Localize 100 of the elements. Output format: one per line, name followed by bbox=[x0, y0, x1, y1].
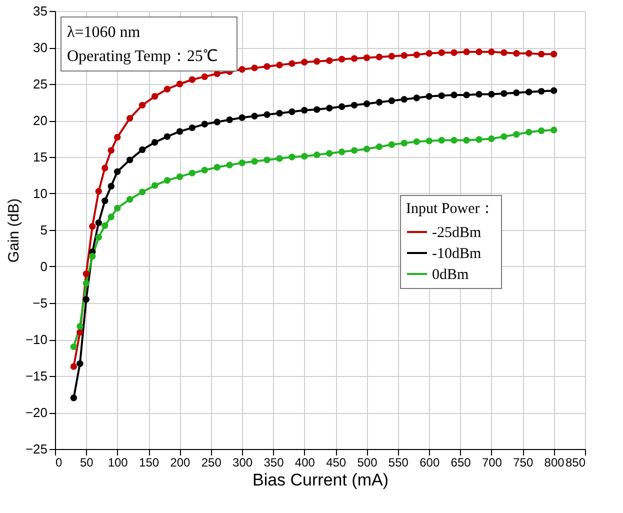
point bbox=[388, 141, 396, 148]
point bbox=[513, 89, 520, 96]
point bbox=[82, 270, 90, 278]
y-tick-label: 10 bbox=[33, 186, 48, 201]
point bbox=[238, 66, 246, 73]
x-tick-label: 400 bbox=[294, 456, 316, 470]
x-tick-label: 350 bbox=[264, 456, 284, 470]
x-tick-label: 750 bbox=[513, 456, 534, 470]
point bbox=[251, 64, 258, 72]
point bbox=[538, 50, 545, 58]
y-tick-label: −25 bbox=[25, 442, 48, 456]
x-tick-label: 700 bbox=[482, 456, 502, 470]
point bbox=[550, 126, 558, 134]
point bbox=[89, 252, 96, 260]
y-axis-title: Gain (dB) bbox=[5, 198, 22, 263]
point bbox=[413, 51, 420, 58]
point bbox=[526, 50, 532, 57]
point bbox=[151, 139, 158, 146]
point bbox=[188, 170, 196, 176]
point bbox=[301, 152, 308, 160]
x-tick-label: 50 bbox=[80, 456, 94, 470]
point bbox=[400, 96, 408, 103]
point bbox=[70, 394, 78, 402]
point bbox=[526, 88, 532, 96]
point bbox=[388, 52, 396, 60]
point bbox=[138, 188, 146, 196]
point bbox=[463, 92, 470, 98]
point bbox=[108, 182, 114, 190]
point bbox=[314, 106, 320, 113]
y-tick-label: 25 bbox=[33, 76, 48, 92]
point bbox=[438, 92, 445, 100]
point bbox=[114, 134, 121, 141]
point bbox=[70, 343, 78, 350]
point bbox=[188, 76, 196, 83]
point bbox=[476, 136, 482, 143]
point bbox=[513, 131, 520, 138]
y-tick-label: −20 bbox=[25, 405, 48, 420]
point bbox=[276, 110, 283, 117]
point bbox=[276, 62, 283, 68]
point bbox=[288, 108, 296, 116]
point bbox=[363, 54, 370, 62]
x-tick-label: 450 bbox=[326, 456, 346, 470]
point bbox=[500, 133, 508, 140]
y-tick-label: −10 bbox=[25, 332, 48, 347]
point bbox=[251, 112, 258, 120]
point bbox=[301, 58, 308, 66]
point bbox=[188, 124, 196, 132]
y-tick-label: 0 bbox=[40, 259, 48, 274]
y-tick-label: −5 bbox=[32, 296, 48, 310]
point bbox=[426, 50, 432, 57]
x-tick-label: 850 bbox=[565, 456, 586, 470]
x-tick-label: 800 bbox=[544, 456, 565, 470]
point bbox=[288, 60, 296, 67]
point bbox=[526, 128, 532, 136]
point bbox=[164, 177, 171, 184]
point bbox=[138, 146, 146, 154]
point bbox=[314, 151, 320, 158]
point bbox=[326, 57, 333, 64]
point bbox=[550, 50, 558, 58]
point bbox=[413, 94, 420, 102]
point bbox=[276, 155, 283, 162]
y-tick-label: 30 bbox=[33, 40, 48, 55]
point bbox=[82, 280, 90, 287]
point bbox=[201, 166, 208, 174]
point bbox=[176, 173, 184, 180]
legend-label: -10dBm bbox=[432, 246, 482, 262]
point bbox=[450, 49, 458, 56]
point bbox=[176, 128, 184, 135]
point bbox=[338, 103, 346, 110]
point bbox=[314, 58, 320, 65]
x-tick-label: 600 bbox=[420, 456, 440, 470]
point bbox=[126, 196, 134, 203]
point bbox=[376, 98, 383, 106]
point bbox=[413, 138, 420, 146]
x-tick-label: 100 bbox=[108, 456, 128, 470]
legend-label: -25dBm bbox=[432, 224, 482, 241]
y-tick-label: 15 bbox=[33, 150, 48, 164]
point bbox=[288, 154, 296, 160]
point bbox=[264, 63, 270, 70]
point bbox=[114, 168, 121, 175]
point bbox=[438, 136, 445, 144]
annotation: Operating Temp：25℃ bbox=[67, 48, 218, 65]
point bbox=[301, 106, 308, 114]
point bbox=[500, 49, 508, 56]
point bbox=[350, 147, 358, 154]
x-tick-label: 500 bbox=[357, 456, 378, 470]
point bbox=[538, 127, 545, 134]
point bbox=[151, 182, 158, 189]
point bbox=[214, 164, 220, 171]
point bbox=[151, 93, 158, 100]
point bbox=[500, 90, 508, 97]
point bbox=[463, 136, 470, 144]
point bbox=[350, 102, 358, 109]
point bbox=[76, 360, 84, 367]
point bbox=[488, 48, 495, 56]
point bbox=[400, 52, 408, 59]
point bbox=[363, 100, 370, 108]
point bbox=[376, 143, 383, 150]
point bbox=[326, 104, 333, 112]
point bbox=[126, 156, 134, 164]
